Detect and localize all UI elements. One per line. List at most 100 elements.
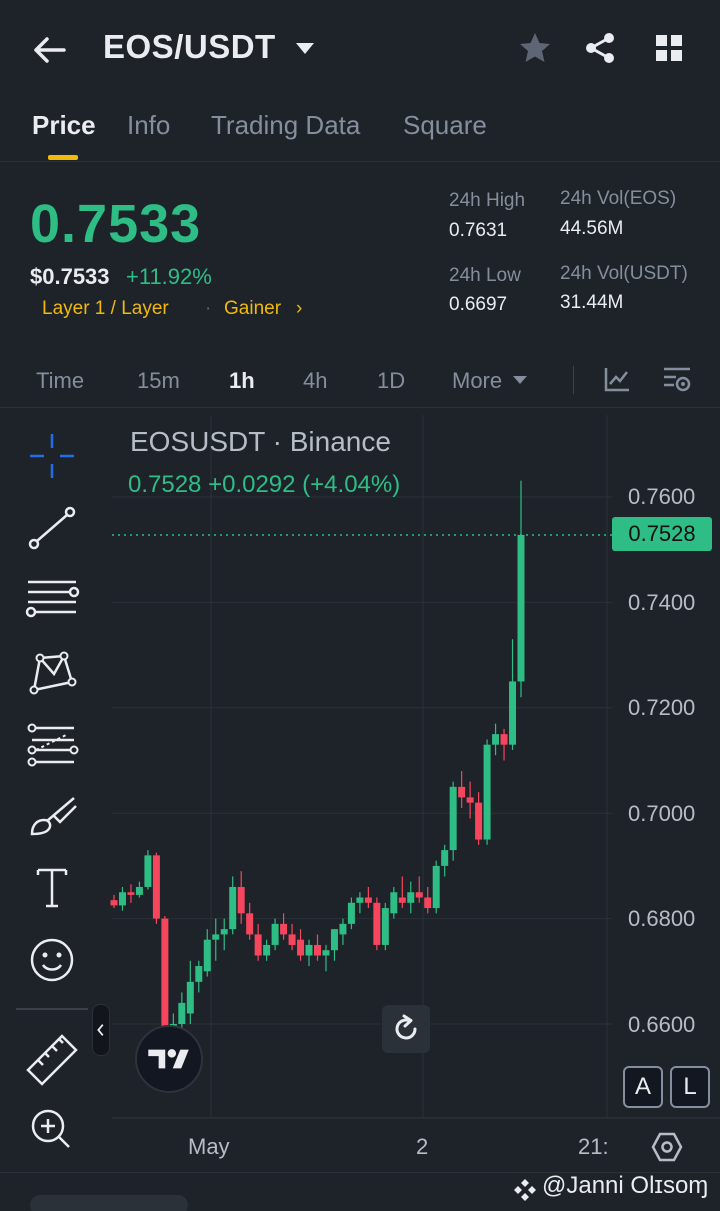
low-value: 0.6697 — [449, 294, 508, 315]
candle-body — [458, 786, 466, 798]
price-chart[interactable] — [0, 410, 720, 1172]
emoji-icon[interactable] — [22, 932, 82, 988]
tab-trading-data[interactable]: Trading Data — [211, 110, 361, 140]
chart-symbol: EOSUSDT · Binance — [130, 426, 391, 457]
auto-scale-button[interactable]: A — [623, 1066, 663, 1108]
candle-body — [288, 934, 296, 945]
drawing-toolbar — [0, 410, 105, 1172]
candle-body — [118, 892, 126, 906]
y-tick-label: 0.7200 — [628, 695, 696, 720]
brush-icon[interactable] — [22, 788, 82, 844]
reset-chart-button[interactable] — [382, 1005, 430, 1053]
pattern-icon[interactable] — [22, 644, 82, 700]
interval-1h[interactable]: 1h — [229, 368, 255, 393]
interval-1d[interactable]: 1D — [377, 368, 406, 393]
vol-base-value: 44.56M — [560, 218, 624, 239]
chevron-left-icon — [97, 1024, 104, 1036]
tab-info[interactable]: Info — [127, 110, 171, 140]
log-scale-button[interactable]: L — [670, 1066, 710, 1108]
crosshair-icon[interactable] — [22, 428, 82, 484]
tab-price[interactable]: Price — [32, 110, 96, 140]
fibonacci-icon[interactable] — [22, 716, 82, 772]
candle-body — [415, 892, 423, 898]
candlestick-chart[interactable] — [0, 410, 720, 1172]
candle-body — [152, 855, 160, 919]
category-tag[interactable]: Layer 1 / Layer — [42, 298, 169, 319]
candle-body — [424, 897, 432, 909]
candle-body — [449, 786, 457, 851]
vol-base-label: 24h Vol(EOS) — [560, 188, 677, 209]
horizontal-lines-icon[interactable] — [22, 572, 82, 628]
high-label: 24h High — [449, 190, 526, 211]
candle-body — [517, 534, 525, 682]
tradingview-logo[interactable] — [135, 1025, 203, 1093]
x-tick-label: 2 — [416, 1134, 429, 1159]
usd-price: $0.7533 — [30, 264, 110, 289]
candle-body — [127, 892, 135, 895]
y-tick-label: 0.7400 — [628, 590, 696, 615]
interval-time[interactable]: Time — [36, 368, 85, 393]
candle-body — [237, 886, 245, 914]
interval-bar: Time 15m 1h 4h 1D More — [0, 352, 720, 408]
grid-icon[interactable] — [654, 33, 684, 63]
x-tick-label: 21: — [578, 1134, 609, 1159]
chevron-down-icon[interactable] — [294, 40, 316, 56]
interval-more[interactable]: More — [452, 368, 503, 393]
pair-title[interactable]: EOS/USDT — [103, 28, 276, 65]
candle-body — [466, 797, 474, 803]
refresh-icon — [395, 1014, 417, 1040]
candle-body — [314, 944, 321, 956]
binance-logo-icon — [514, 1179, 536, 1201]
candle-body — [390, 892, 398, 914]
indicator-icon[interactable] — [602, 364, 632, 394]
y-tick-label: 0.6800 — [628, 906, 696, 931]
top-bar: EOS/USDT — [0, 0, 720, 100]
candle-body — [186, 981, 194, 1014]
interval-15m[interactable]: 15m — [137, 368, 180, 393]
candle-body — [356, 897, 364, 903]
watermark: @Janni Olɪsoɱ — [542, 1172, 709, 1199]
chevron-right-icon[interactable]: › — [296, 298, 303, 319]
y-tick-label: 0.6600 — [628, 1012, 696, 1037]
candle-body — [492, 734, 500, 745]
candle-body — [271, 923, 279, 945]
candle-body — [297, 939, 305, 956]
chart-ohlc: 0.7528 +0.0292 (+4.04%) — [128, 471, 401, 498]
bottom-pill[interactable] — [30, 1195, 188, 1211]
vol-quote-label: 24h Vol(USDT) — [560, 263, 688, 284]
candle-body — [475, 802, 483, 840]
candle-body — [509, 681, 517, 745]
candle-body — [246, 913, 254, 935]
zoom-in-icon[interactable] — [22, 1102, 82, 1158]
trendline-icon[interactable] — [22, 500, 82, 556]
candle-body — [161, 918, 169, 1035]
tab-square[interactable]: Square — [403, 110, 487, 140]
candle-body — [432, 865, 440, 909]
candle-body — [195, 966, 203, 982]
collapse-toolbar-button[interactable] — [92, 1004, 110, 1056]
candle-series — [110, 480, 525, 1051]
candle-body — [212, 934, 220, 940]
more-caret-icon[interactable] — [512, 374, 528, 386]
candle-body — [381, 908, 389, 945]
high-value: 0.7631 — [449, 220, 508, 241]
candle-body — [322, 950, 330, 956]
last-price: 0.7533 — [30, 194, 202, 254]
star-icon[interactable] — [517, 30, 553, 66]
hexagon-settings-icon[interactable] — [650, 1130, 684, 1164]
candle-body — [373, 902, 381, 945]
candle-body — [203, 939, 211, 972]
tab-bar: Price Info Trading Data Square — [0, 100, 720, 162]
interval-divider — [573, 366, 574, 394]
tag-divider: · — [205, 298, 212, 319]
chart-settings-icon[interactable] — [662, 364, 692, 394]
candle-body — [144, 855, 152, 887]
toolbar-divider — [16, 1008, 88, 1010]
back-arrow-icon[interactable] — [30, 30, 70, 70]
gainer-tag[interactable]: Gainer — [224, 298, 282, 319]
candle-body — [407, 892, 415, 903]
text-icon[interactable] — [22, 860, 82, 916]
ruler-icon[interactable] — [22, 1030, 82, 1086]
share-icon[interactable] — [582, 30, 618, 66]
interval-4h[interactable]: 4h — [303, 368, 328, 393]
